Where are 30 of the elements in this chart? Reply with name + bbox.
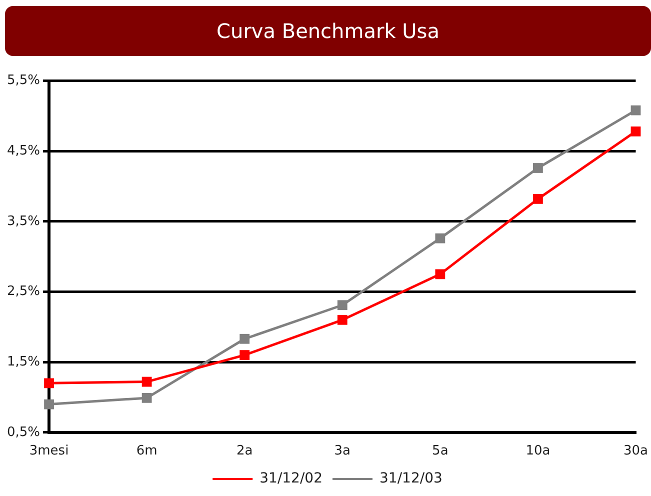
x-tick-label: 30a (623, 444, 648, 459)
point (44, 378, 54, 388)
y-tick-label: 4,5% (6, 143, 40, 158)
x-tick-label: 2a (236, 444, 253, 459)
point (142, 376, 152, 387)
point (435, 233, 446, 244)
point (142, 392, 152, 403)
point (337, 314, 348, 325)
x-tick-label: 10a (526, 444, 550, 459)
point (630, 126, 641, 136)
point (337, 300, 348, 310)
point (240, 334, 250, 344)
y-tick-label: 3,5% (6, 214, 40, 229)
chart-title: Curva Benchmark Usa (5, 6, 651, 56)
legend-label: 31/12/03 (380, 470, 442, 487)
point (44, 399, 54, 410)
point (533, 163, 543, 173)
x-tick-label: 5a (432, 444, 448, 459)
point (630, 105, 641, 116)
y-tick-label: 0,5% (6, 424, 40, 440)
y-tick-label: 5,5% (6, 73, 40, 88)
x-tick-label: 6m (136, 444, 158, 459)
x-tick-label: 3a (334, 444, 351, 459)
y-tick-label: 1,5% (6, 354, 40, 370)
point (435, 269, 446, 280)
point (533, 194, 543, 204)
y-tick-label: 2,5% (6, 284, 40, 300)
point (240, 350, 250, 360)
legend-label: 31/12/02 (260, 470, 323, 487)
x-tick-label: 3mesi (29, 444, 69, 459)
